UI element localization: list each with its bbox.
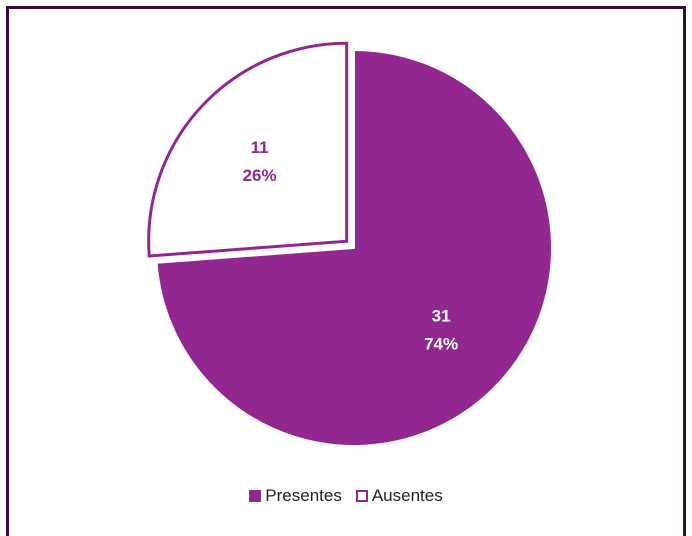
legend-label-ausentes: Ausentes	[371, 486, 443, 505]
legend-swatch-ausentes	[355, 490, 368, 502]
data-label-percent-presentes: 74%	[424, 334, 458, 353]
legend-item-presentes: Presentes	[249, 486, 342, 506]
pie-slice-presentes	[155, 48, 553, 447]
legend-item-ausentes: Ausentes	[355, 486, 443, 506]
data-label-value-ausentes: 11	[251, 138, 269, 157]
legend: Presentes Ausentes	[0, 486, 692, 506]
legend-swatch-presentes	[249, 490, 262, 502]
legend-label-presentes: Presentes	[265, 486, 342, 505]
data-label-percent-ausentes: 26%	[243, 166, 277, 185]
pie-slice-ausentes	[147, 41, 349, 258]
data-label-value-presentes: 31	[432, 306, 451, 325]
